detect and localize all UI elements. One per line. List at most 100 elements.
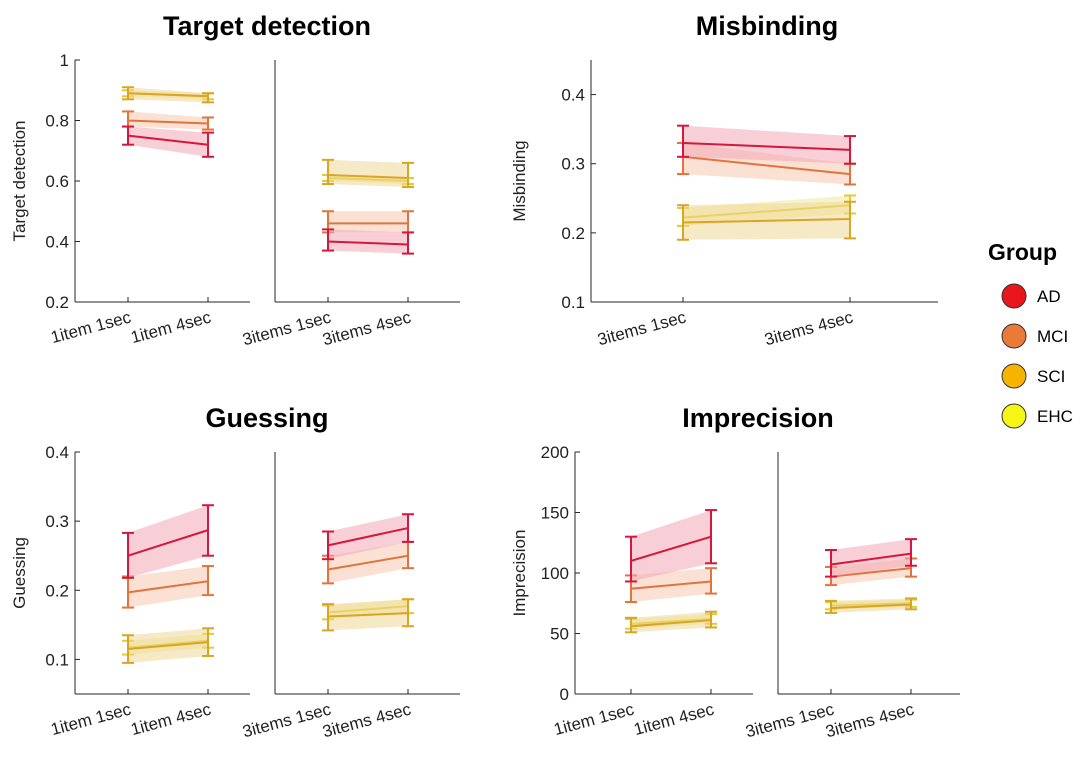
series-line [830, 552, 912, 566]
y-tick-label: 0.6 [45, 172, 69, 191]
panel-1: 0.1 0.2 0.3 0.4 3items 1sec 3items 4sec [561, 60, 938, 349]
y-tick-label: 0.4 [561, 86, 585, 105]
legend-label-ad: AD [1037, 287, 1061, 306]
series-line [830, 567, 912, 578]
y-tick-label: 200 [541, 443, 569, 462]
chart-imprecision: Imprecision Imprecision 0 50 100 150 200 1item … [510, 403, 960, 741]
confidence-band [631, 510, 711, 582]
series-line [327, 173, 409, 179]
x-tick-label: 3items 1sec [241, 699, 334, 741]
confidence-band [683, 125, 850, 164]
y-tick-label: 0.8 [45, 112, 69, 131]
series-ad [677, 124, 856, 165]
y-tick-label: 0.2 [45, 293, 69, 312]
series-sci [677, 200, 856, 241]
series-line [830, 603, 912, 610]
x-tick-label: 1item 1sec [552, 699, 637, 739]
legend-label-ehc: EHC [1037, 407, 1073, 426]
confidence-band [831, 539, 911, 577]
series-sci [322, 158, 414, 189]
x-tick-label: 1item 1sec [49, 307, 134, 347]
series-line [682, 155, 851, 176]
y-tick-label: 100 [541, 564, 569, 583]
series-line [127, 641, 209, 651]
legend-label-sci: SCI [1037, 367, 1065, 386]
series-line [127, 92, 209, 98]
series-line [682, 141, 851, 151]
x-tick-label: 1item 4sec [632, 699, 717, 739]
series-line [127, 580, 209, 594]
series-sci [322, 598, 414, 632]
x-tick-label: 3items 4sec [321, 307, 414, 349]
chart-guessing: Guessing Guessing 0.1 0.2 0.3 0.4 1item 1sec1i… [10, 403, 460, 741]
series-ad [825, 538, 917, 578]
x-tick-label: 1item 1sec [49, 699, 134, 739]
series-line [630, 535, 712, 562]
confidence-band [128, 505, 208, 578]
legend-title: Group [988, 239, 1057, 265]
y-tick-label: 1 [60, 51, 69, 70]
confidence-band [328, 229, 408, 254]
chart-misbinding: Misbinding Misbinding 0.1 0.2 0.3 0.4 3items 1… [510, 11, 938, 349]
y-axis-label: Misbinding [510, 140, 529, 221]
x-tick-label: 3items 1sec [241, 307, 334, 349]
confidence-band [128, 126, 208, 157]
series-sci [625, 610, 717, 634]
y-tick-label: 0.1 [45, 650, 69, 669]
chart-title: Target detection [163, 11, 371, 41]
series-mci [322, 210, 414, 234]
y-tick-label: 0.1 [561, 293, 585, 312]
series-line [630, 619, 712, 628]
series-ad [122, 504, 214, 579]
confidence-band [328, 211, 408, 233]
confidence-band [328, 159, 408, 188]
legend-marker-ehc [1001, 403, 1027, 429]
x-tick-label: 3items 1sec [596, 307, 689, 349]
series-sci [122, 627, 214, 664]
series-line [127, 529, 209, 557]
y-tick-label: 0.4 [45, 443, 69, 462]
series-ad [625, 509, 717, 583]
legend-label-mci: MCI [1037, 327, 1068, 346]
y-tick-label: 0.2 [561, 224, 585, 243]
series-ad [322, 228, 414, 255]
x-tick-label: 3items 4sec [763, 307, 856, 349]
chart-title: Misbinding [696, 11, 838, 41]
y-tick-label: 50 [550, 625, 569, 644]
y-tick-label: 0.4 [45, 233, 69, 252]
series-line [327, 554, 409, 571]
y-tick-label: 150 [541, 504, 569, 523]
series-line [127, 119, 209, 125]
y-tick-label: 0 [560, 685, 569, 704]
y-tick-label: 0.3 [561, 155, 585, 174]
y-axis-label: Guessing [10, 537, 29, 609]
series-sci [122, 86, 214, 104]
x-tick-label: 1item 4sec [129, 699, 214, 739]
series-line [127, 134, 209, 146]
x-tick-label: 3items 4sec [824, 699, 917, 741]
legend-marker-sci [1001, 363, 1027, 389]
confidence-band [128, 111, 208, 130]
series-line [327, 240, 409, 246]
chart-title: Imprecision [682, 403, 834, 433]
series-line [630, 580, 712, 590]
y-axis-label: Target detection [10, 121, 29, 242]
y-axis-label: Imprecision [510, 530, 529, 617]
legend-marker-ad [1001, 283, 1027, 309]
series-line [327, 612, 409, 618]
confidence-band [631, 611, 711, 633]
y-tick-label: 0.3 [45, 512, 69, 531]
y-tick-label: 0.2 [45, 581, 69, 600]
series-line [327, 527, 409, 547]
series-mci [122, 110, 214, 131]
x-tick-label: 3items 4sec [321, 699, 414, 741]
legend: Group AD MCI SCI EHC [988, 239, 1073, 429]
series-line [682, 218, 851, 224]
x-tick-label: 1item 4sec [129, 307, 214, 347]
